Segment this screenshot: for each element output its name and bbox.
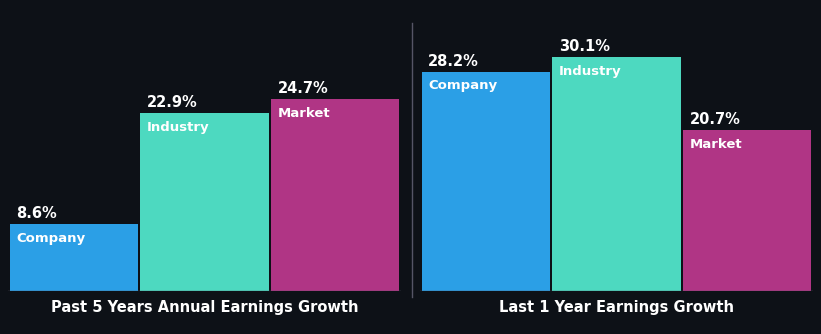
Text: Company: Company [428,79,498,93]
Text: Market: Market [277,107,330,120]
Text: 28.2%: 28.2% [428,54,479,68]
Text: Past 5 Years Annual Earnings Growth: Past 5 Years Annual Earnings Growth [51,300,358,315]
Bar [271,99,399,291]
Bar [553,57,681,291]
Text: Company: Company [16,231,85,244]
Text: Industry: Industry [559,65,621,78]
Text: Last 1 Year Earnings Growth: Last 1 Year Earnings Growth [499,300,734,315]
Text: 8.6%: 8.6% [16,206,57,221]
Text: 30.1%: 30.1% [559,39,610,54]
Text: 20.7%: 20.7% [690,112,741,127]
Bar [140,113,268,291]
Text: 24.7%: 24.7% [277,81,328,96]
Text: Market: Market [690,138,742,151]
Text: 22.9%: 22.9% [147,95,198,110]
Bar [10,224,138,291]
Bar [422,72,550,291]
Text: Industry: Industry [147,121,209,134]
Bar [683,130,811,291]
